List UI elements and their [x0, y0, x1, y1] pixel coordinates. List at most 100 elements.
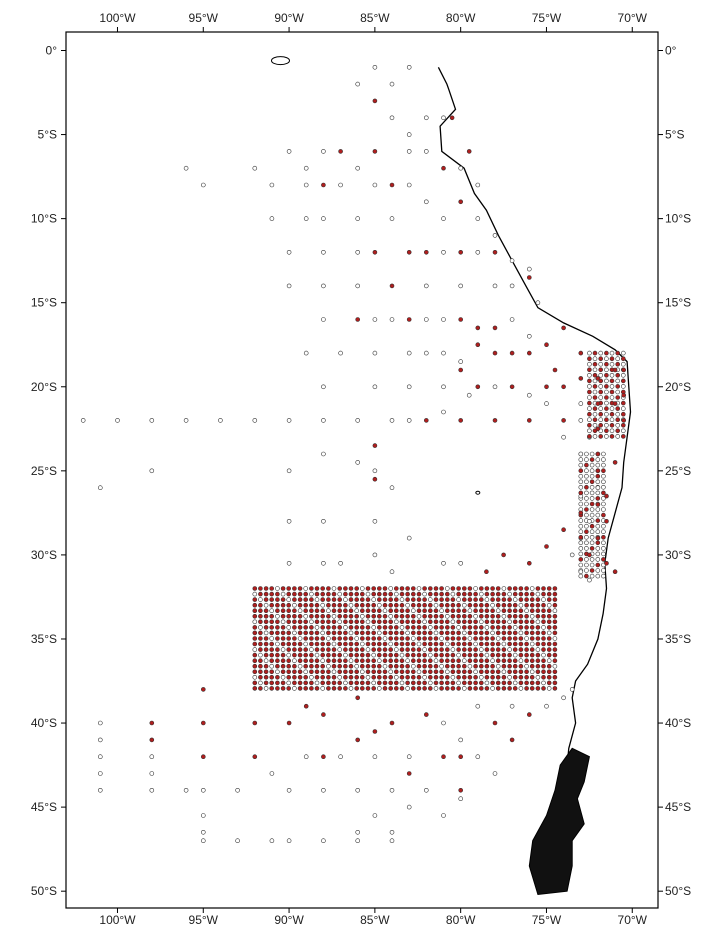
sample-present-point	[535, 658, 541, 664]
sample-present-point	[612, 367, 618, 373]
sample-present-point	[552, 602, 558, 608]
sample-present-point	[456, 658, 461, 664]
sample-present-point	[592, 417, 598, 423]
sample-present-point	[252, 630, 258, 636]
sample-absent-point	[263, 630, 269, 636]
sample-present-point	[337, 652, 343, 658]
sample-present-point	[524, 630, 529, 636]
sample-absent-point	[595, 551, 601, 557]
sample-present-point	[444, 658, 450, 664]
sample-present-point	[280, 625, 286, 630]
sample-absent-point	[269, 636, 275, 641]
sample-absent-point	[235, 787, 240, 793]
sample-absent-point	[589, 496, 595, 501]
sample-present-point	[439, 602, 444, 608]
sample-present-point	[490, 636, 495, 641]
sample-absent-point	[297, 636, 303, 641]
sample-present-point	[512, 591, 518, 597]
sample-present-point	[484, 586, 490, 591]
bottom-lon-label: 70°W	[618, 913, 648, 927]
sample-absent-point	[348, 658, 354, 664]
sample-present-point	[501, 591, 507, 597]
sample-present-point	[422, 636, 427, 641]
sample-absent-point	[269, 838, 275, 844]
sample-present-point	[269, 641, 275, 647]
sample-present-point	[286, 586, 292, 591]
sample-present-point	[372, 476, 378, 482]
sample-absent-point	[456, 625, 461, 630]
sample-present-point	[604, 384, 609, 389]
sample-present-point	[331, 608, 337, 614]
left-lat-label: 5°S	[38, 128, 57, 142]
sample-absent-point	[405, 658, 410, 664]
right-lat-label: 50°S	[665, 884, 691, 898]
sample-present-point	[252, 641, 258, 647]
sample-present-point	[589, 546, 595, 551]
sample-present-point	[348, 597, 354, 602]
sample-present-point	[592, 406, 598, 411]
sample-absent-point	[584, 451, 589, 457]
sample-present-point	[458, 250, 464, 255]
sample-present-point	[297, 641, 303, 647]
sample-absent-point	[601, 507, 606, 512]
sample-absent-point	[286, 560, 292, 566]
sample-absent-point	[321, 149, 326, 154]
sample-absent-point	[456, 652, 461, 658]
sample-present-point	[529, 608, 535, 614]
sample-absent-point	[321, 518, 326, 524]
sample-absent-point	[423, 787, 429, 793]
sample-absent-point	[501, 669, 507, 675]
sample-present-point	[478, 625, 484, 630]
sample-absent-point	[450, 591, 456, 597]
sample-absent-point	[389, 838, 395, 844]
sample-present-point	[546, 625, 552, 630]
sample-present-point	[359, 686, 365, 691]
sample-present-point	[524, 641, 529, 647]
sample-absent-point	[604, 400, 609, 406]
sample-present-point	[371, 602, 377, 608]
sample-present-point	[275, 647, 280, 652]
sample-present-point	[450, 630, 456, 636]
sample-present-point	[561, 527, 566, 533]
sample-absent-point	[595, 573, 601, 579]
sample-absent-point	[578, 484, 584, 490]
sample-present-point	[601, 512, 606, 518]
sample-present-point	[495, 686, 501, 691]
sample-present-point	[252, 602, 258, 608]
sample-absent-point	[309, 647, 314, 652]
left-lat-label: 10°S	[31, 212, 57, 226]
sample-present-point	[297, 680, 303, 686]
sample-present-point	[393, 663, 399, 669]
sample-present-point	[449, 115, 455, 121]
sample-present-point	[433, 647, 439, 652]
sample-present-point	[359, 597, 365, 602]
sample-present-point	[320, 680, 326, 686]
sample-absent-point	[598, 361, 604, 367]
sample-present-point	[292, 669, 297, 675]
sample-present-point	[552, 669, 558, 675]
sample-present-point	[376, 680, 382, 686]
sample-present-point	[501, 674, 507, 680]
sample-present-point	[331, 663, 337, 669]
sample-present-point	[337, 625, 343, 630]
sample-present-point	[292, 636, 297, 641]
sample-absent-point	[303, 586, 309, 591]
sample-present-point	[473, 674, 478, 680]
top-lon-label: 90°W	[274, 11, 304, 25]
sample-absent-point	[584, 490, 589, 496]
sample-absent-point	[359, 641, 365, 647]
sample-present-point	[495, 669, 501, 675]
sample-present-point	[512, 647, 518, 652]
sample-present-point	[427, 674, 433, 680]
sample-absent-point	[286, 838, 292, 844]
sample-present-point	[326, 586, 331, 591]
right-lat-label: 25°S	[665, 464, 691, 478]
sample-present-point	[348, 586, 354, 591]
sample-absent-point	[601, 546, 606, 551]
sample-absent-point	[578, 462, 584, 468]
sample-present-point	[484, 686, 490, 691]
sample-present-point	[320, 669, 326, 675]
sample-present-point	[475, 342, 481, 348]
sample-absent-point	[321, 317, 326, 322]
sample-present-point	[337, 597, 343, 602]
